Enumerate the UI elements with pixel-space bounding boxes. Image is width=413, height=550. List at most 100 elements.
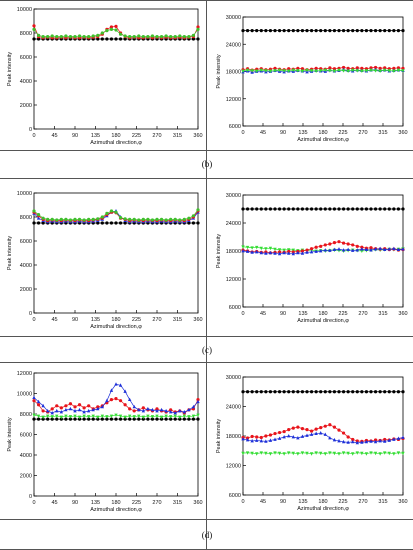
data-point [68, 35, 73, 39]
data-point [392, 452, 396, 456]
data-point [241, 29, 245, 33]
data-point [332, 390, 337, 394]
data-point [346, 247, 350, 251]
data-point [105, 417, 109, 421]
data-point [360, 29, 364, 33]
data-point [264, 434, 268, 438]
data-point [383, 66, 387, 70]
data-point [373, 390, 378, 394]
data-point [146, 217, 150, 221]
data-point [96, 415, 100, 420]
data-point [346, 66, 350, 70]
data-point [314, 451, 318, 455]
data-point [282, 429, 286, 434]
data-point [182, 35, 186, 39]
data-point [396, 390, 401, 394]
data-point [55, 408, 59, 413]
data-point [396, 436, 401, 440]
data-point [305, 250, 309, 254]
x-tick-label: 45 [51, 317, 57, 323]
data-point [355, 390, 359, 394]
data-point [337, 438, 341, 443]
data-point [309, 29, 314, 33]
data-point [255, 452, 259, 456]
data-point [46, 417, 50, 421]
x-tick-label: 270 [152, 317, 161, 323]
data-point [291, 451, 295, 456]
data-point [401, 29, 405, 33]
chart-c-left: 0 45 90 135 180 225 270 315 360 0 2000 4000 6000 8000… [0, 179, 206, 336]
data-point [182, 414, 187, 419]
y-tick-label: 4000 [20, 79, 32, 85]
data-point [364, 69, 369, 73]
data-point [287, 251, 291, 255]
data-point [309, 247, 314, 251]
chart-b-right: 0 45 90 135 180 225 270 315 360 6000 12000 18000 240… [207, 1, 413, 150]
data-point [346, 435, 350, 439]
data-point [319, 29, 323, 33]
y-axis-label: Peak intensity [7, 52, 13, 86]
y-tick-label: 10000 [17, 7, 32, 13]
data-point [337, 29, 341, 33]
data-point [387, 207, 391, 211]
data-point [55, 35, 59, 39]
data-point [328, 390, 332, 394]
data-point [300, 427, 305, 431]
data-point [96, 406, 100, 411]
data-point [105, 29, 109, 33]
data-point [46, 217, 50, 221]
data-point [369, 246, 373, 250]
data-point [401, 66, 405, 70]
data-point [341, 207, 346, 211]
data-point [259, 435, 263, 440]
data-point [73, 408, 77, 413]
chart-c-left-svg: 0 45 90 135 180 225 270 315 360 0 2000 4000 6000 8000… [7, 191, 203, 330]
data-point [296, 66, 300, 70]
data-point [341, 241, 346, 245]
data-point [351, 243, 355, 247]
data-point [323, 452, 327, 456]
data-point [305, 248, 309, 252]
data-point [155, 414, 159, 419]
data-point [250, 246, 254, 250]
data-point [369, 451, 373, 455]
data-point [191, 417, 196, 421]
data-point [268, 29, 273, 33]
data-point [32, 417, 36, 421]
data-point [387, 69, 391, 73]
x-tick-label: 135 [91, 500, 100, 506]
data-point [250, 438, 254, 443]
data-point [277, 451, 282, 456]
data-point [164, 408, 168, 413]
chart-b-left-svg: 0 45 90 135 180 225 270 315 360 0 2000 4000 6000 8000… [7, 7, 203, 146]
data-point [309, 429, 314, 433]
data-point [32, 221, 36, 225]
data-point [273, 29, 277, 33]
data-point [309, 452, 314, 456]
data-point [373, 69, 378, 73]
data-point [173, 414, 177, 419]
data-point [196, 413, 200, 418]
x-tick-label: 0 [241, 130, 244, 136]
data-point [328, 66, 332, 70]
data-point [273, 451, 277, 455]
data-point [346, 242, 350, 246]
data-point [305, 29, 309, 33]
data-point [109, 37, 114, 41]
data-point [255, 249, 259, 254]
data-point [346, 390, 350, 394]
data-point [132, 404, 136, 409]
data-point [259, 451, 263, 455]
data-point [159, 407, 164, 412]
data-point [128, 217, 132, 221]
data-point [169, 408, 173, 412]
data-point [32, 24, 36, 28]
data-point [268, 390, 273, 394]
x-axis-label: Azimuthal direction,φ [297, 137, 349, 143]
data-point [332, 437, 337, 442]
x-tick-label: 0 [32, 500, 35, 506]
data-point [164, 417, 168, 421]
data-point [314, 390, 318, 394]
data-point [337, 452, 341, 456]
data-point [132, 415, 136, 419]
